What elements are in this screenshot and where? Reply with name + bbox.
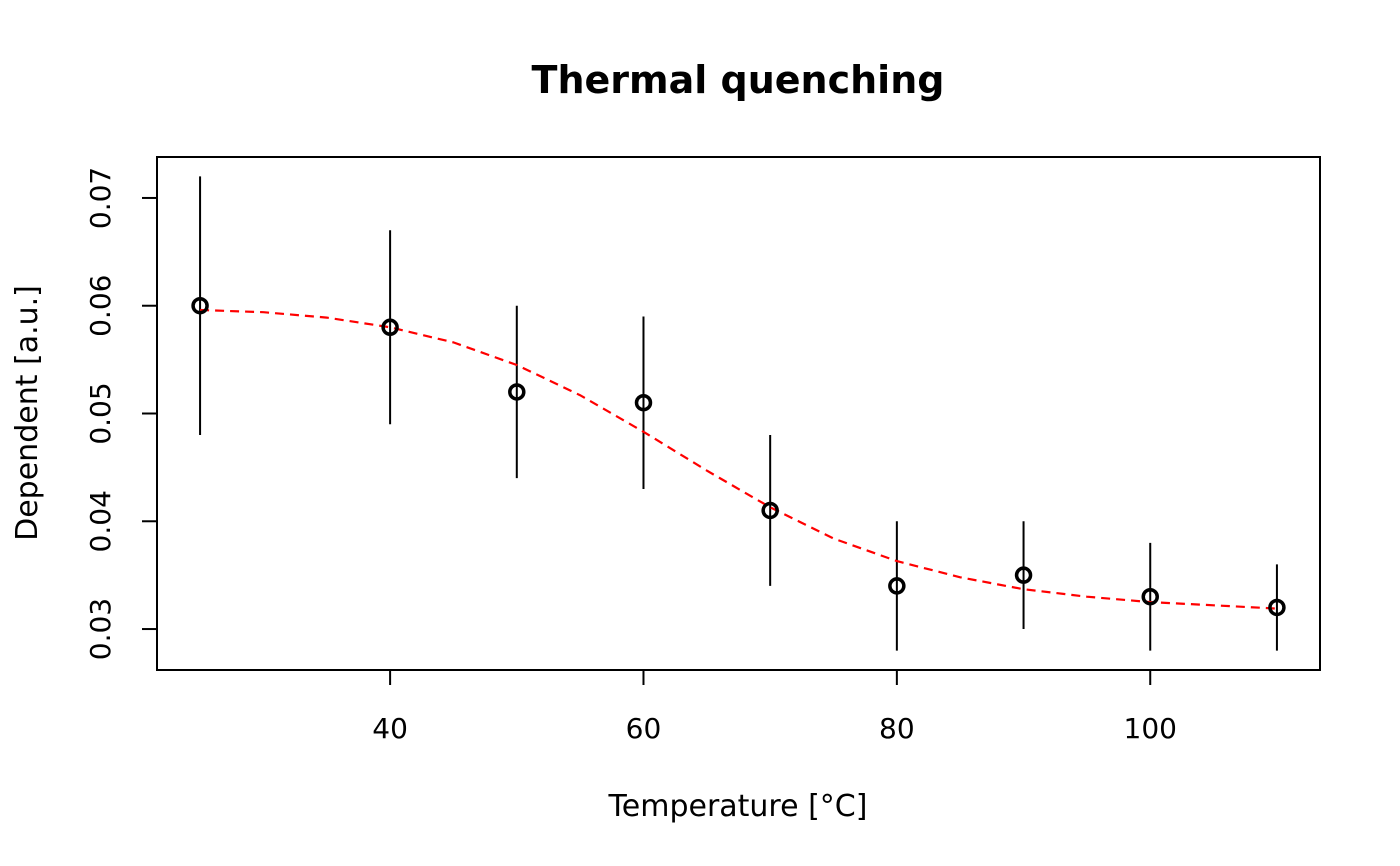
- y-axis-label: Dependent [a.u.]: [10, 285, 45, 541]
- data-point: [191, 296, 209, 315]
- data-point: [634, 393, 653, 412]
- x-tick-label: 80: [879, 712, 915, 745]
- y-tick-label: 0.05: [84, 382, 117, 444]
- chart-title: Thermal quenching: [532, 58, 945, 102]
- data-point: [508, 383, 526, 401]
- y-tick-label: 0.07: [84, 167, 117, 229]
- y-tick-label: 0.04: [84, 490, 117, 552]
- x-axis-label: Temperature [°C]: [608, 789, 868, 824]
- x-tick-label: 40: [372, 712, 408, 745]
- data-point: [1014, 566, 1033, 584]
- y-tick-label: 0.06: [84, 275, 117, 337]
- x-axis: 40 60 80 100: [372, 669, 1177, 745]
- y-axis: 0.03 0.04 0.05 0.06 0.07: [84, 167, 158, 660]
- x-tick-label: 100: [1124, 712, 1177, 745]
- data-point: [888, 577, 906, 595]
- x-tick-label: 60: [626, 712, 662, 745]
- fit-curve-line: [200, 308, 1277, 610]
- data-point: [1268, 598, 1286, 617]
- data-point: [761, 501, 779, 520]
- data-point: [1141, 587, 1159, 606]
- data-point: [381, 318, 399, 337]
- error-bars: [199, 176, 1278, 651]
- data-points: [191, 296, 1286, 617]
- y-tick-label: 0.03: [84, 598, 117, 660]
